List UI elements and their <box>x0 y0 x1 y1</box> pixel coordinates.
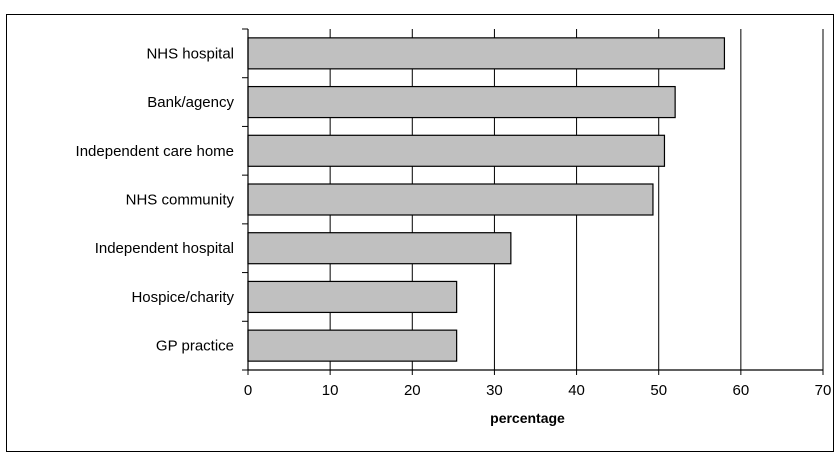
x-tick-label: 40 <box>568 382 585 399</box>
bar-independent-hospital <box>247 232 512 265</box>
x-tick-label: 60 <box>733 382 750 399</box>
category-label: NHS community <box>126 192 235 209</box>
x-tick-label: 30 <box>486 382 503 399</box>
x-tick-label: 10 <box>322 382 339 399</box>
bar-nhs-hospital <box>247 37 726 70</box>
category-label: GP practice <box>156 338 234 355</box>
category-label: Hospice/charity <box>131 289 234 306</box>
bar-hospice-charity <box>247 280 458 314</box>
bar-nhs-community <box>247 183 654 216</box>
bar-independent-care-home <box>247 134 666 167</box>
x-tick-label: 50 <box>650 382 667 399</box>
bar-bank-agency <box>247 85 676 119</box>
x-tick-label: 70 <box>815 382 832 399</box>
x-axis-title: percentage <box>490 410 565 426</box>
bar-gp-practice <box>247 329 458 362</box>
category-label: NHS hospital <box>146 45 234 62</box>
category-label: Bank/agency <box>147 94 234 111</box>
category-label: Independent hospital <box>95 240 234 257</box>
x-tick-label: 20 <box>404 382 421 399</box>
gridlines <box>329 29 824 370</box>
bars <box>247 37 726 362</box>
axes <box>242 28 824 375</box>
x-tick-label: 0 <box>244 382 252 399</box>
category-label: Independent care home <box>76 143 234 160</box>
labels: 0 10 20 30 40 50 60 70 NHS hospital Bank/agency In… <box>76 45 832 399</box>
